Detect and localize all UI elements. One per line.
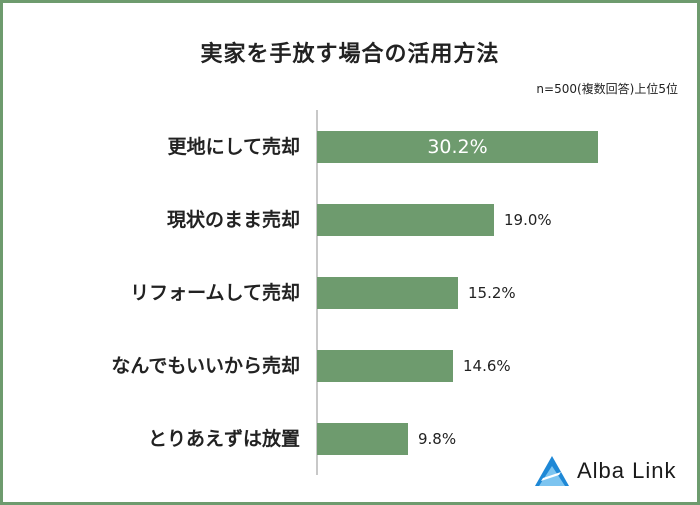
- value-label: 9.8%: [418, 430, 457, 448]
- bar: [317, 277, 458, 309]
- alba-link-mountain-icon: [535, 456, 569, 486]
- value-label: 19.0%: [504, 211, 552, 229]
- bar: [317, 350, 453, 382]
- sample-note: n=500(複数回答)上位5位: [536, 82, 678, 96]
- bar: [317, 131, 598, 163]
- value-label: 14.6%: [463, 357, 511, 375]
- category-label: なんでもいいから売却: [111, 355, 300, 377]
- category-label: 現状のまま売却: [166, 209, 300, 231]
- category-label: リフォームして売却: [130, 282, 300, 304]
- bar: [317, 423, 408, 455]
- category-label: 更地にして売却: [167, 136, 300, 158]
- bar: [317, 204, 494, 236]
- value-label: 15.2%: [468, 284, 516, 302]
- brand-logo: Alba Link: [535, 455, 677, 487]
- chart-title: 実家を手放す場合の活用方法: [200, 42, 500, 67]
- category-label: とりあえずは放置: [147, 428, 300, 450]
- brand-name: Alba Link: [577, 458, 677, 483]
- value-label: 30.2%: [427, 136, 488, 158]
